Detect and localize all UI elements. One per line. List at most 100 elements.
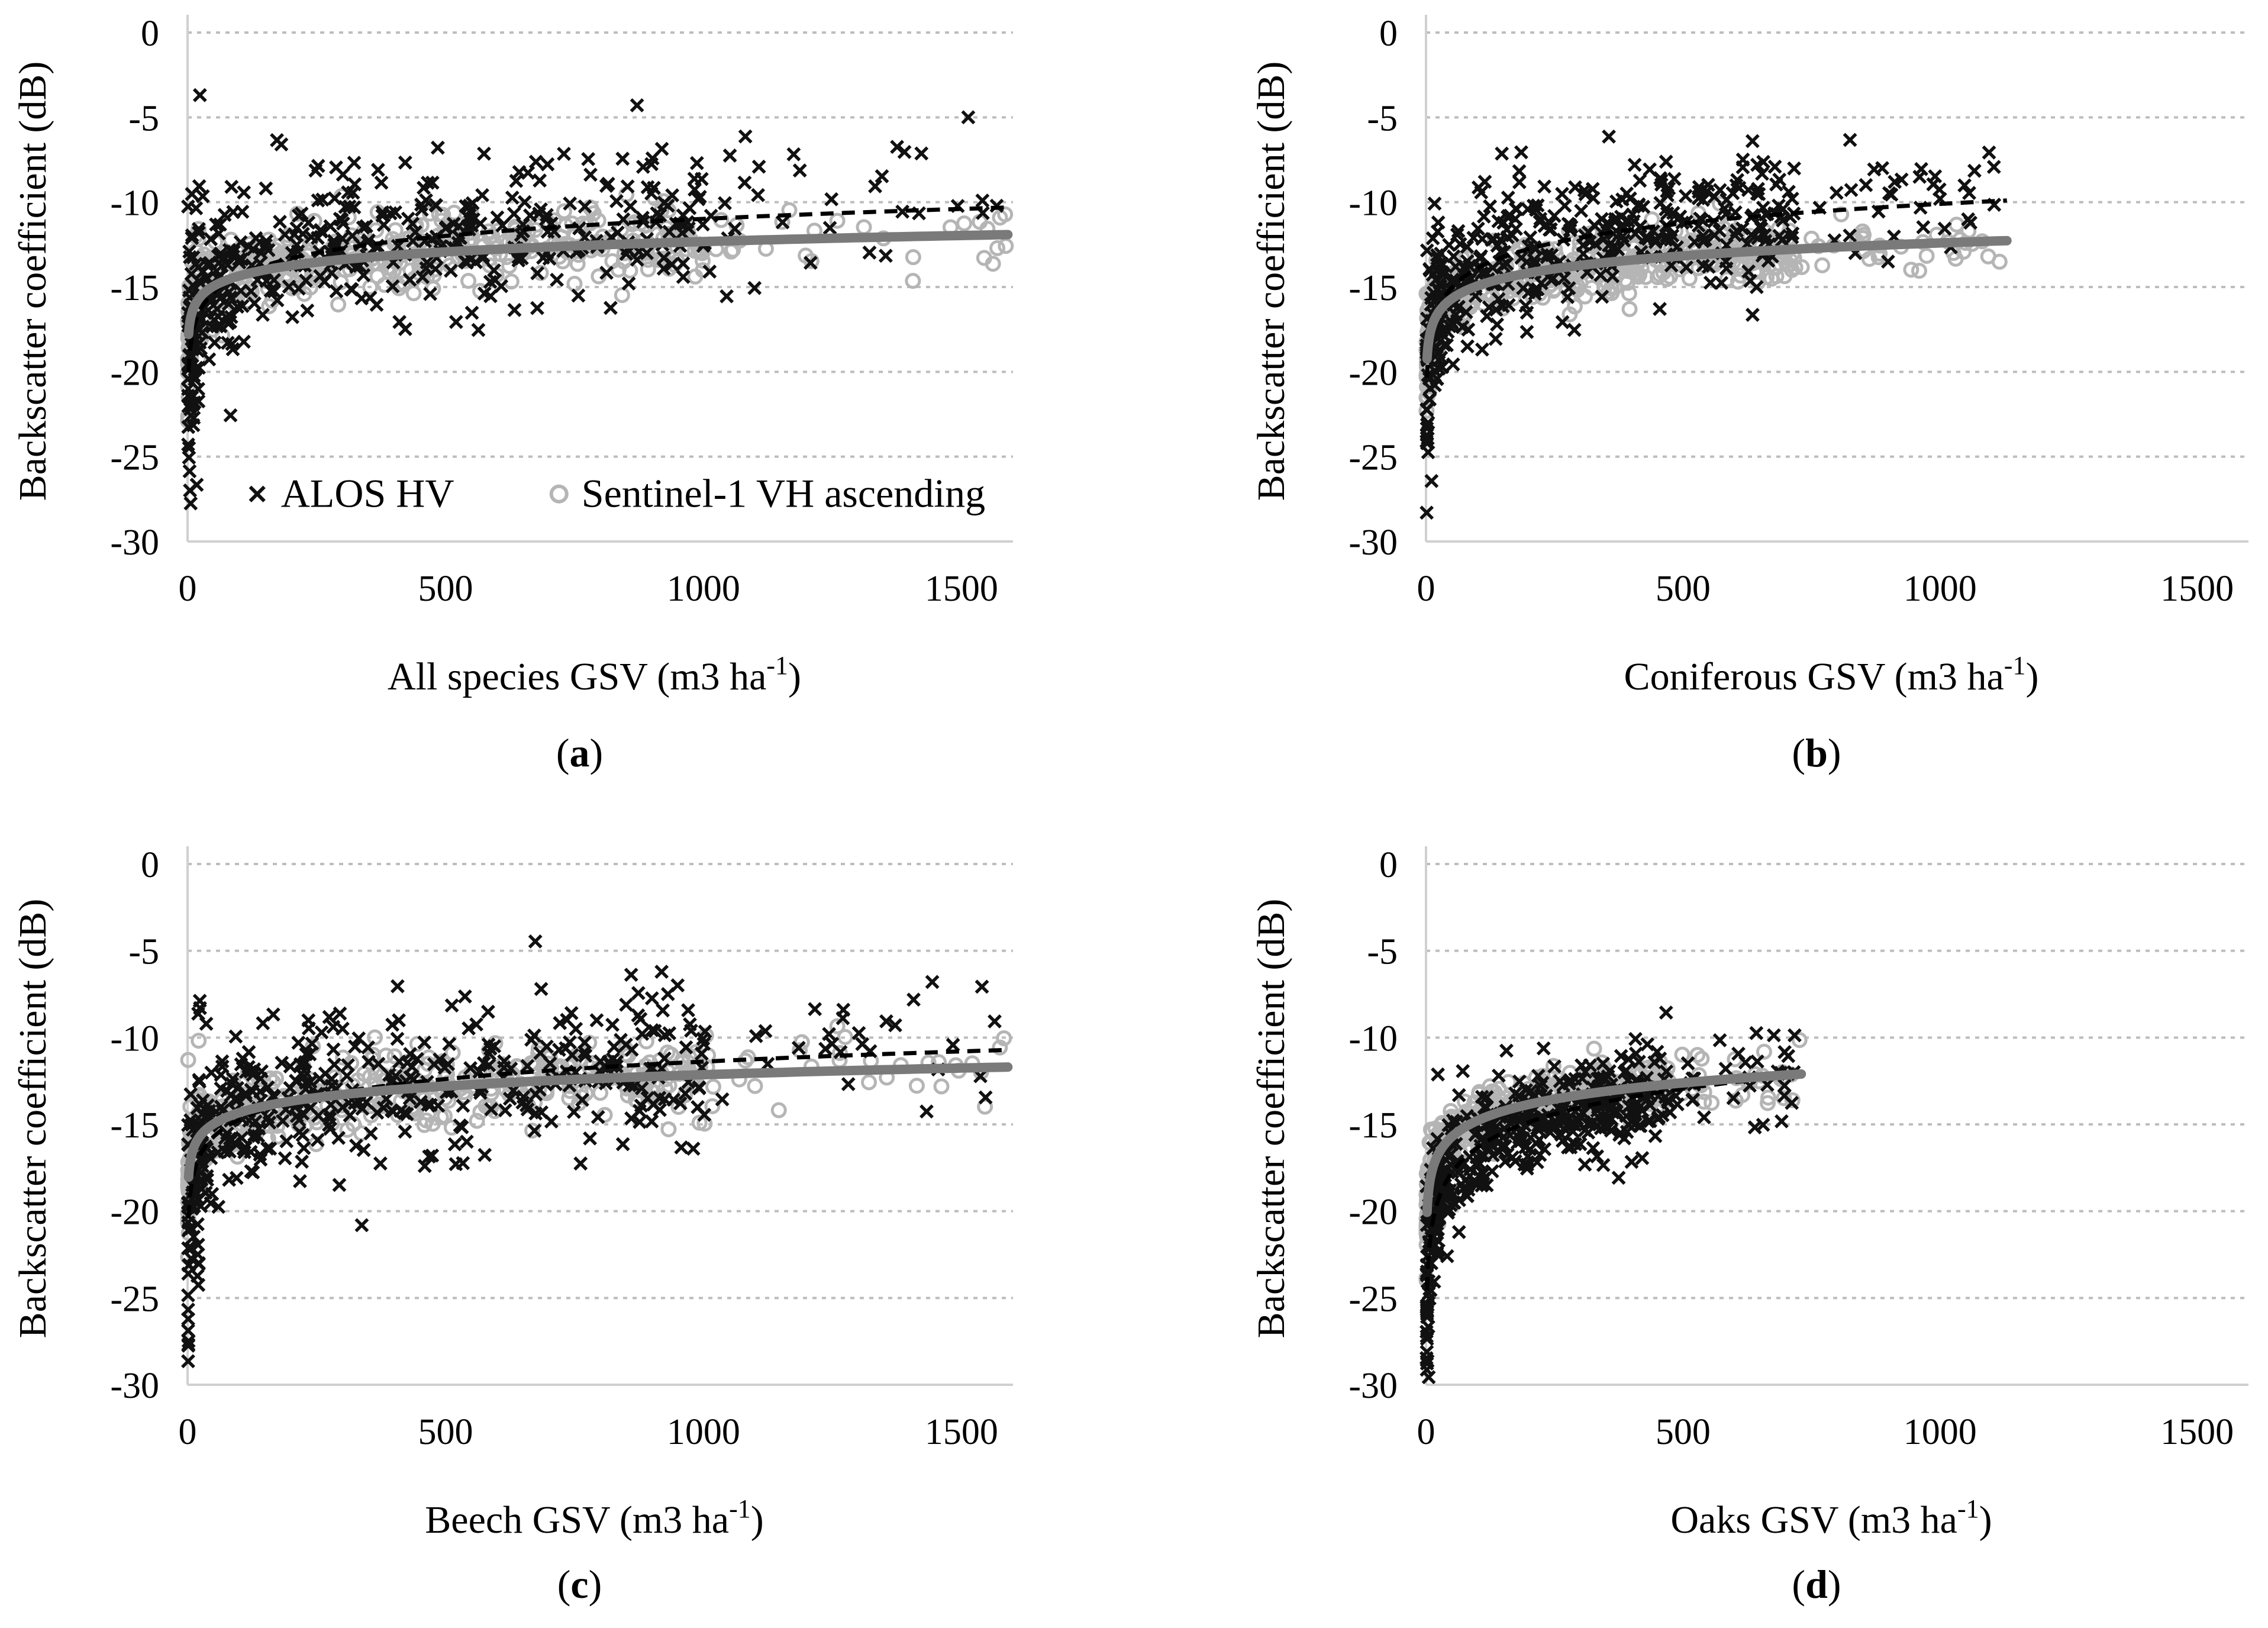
y-tick-label: -25 — [110, 438, 159, 478]
scatter-point — [349, 1139, 363, 1153]
scatter-point — [1861, 250, 1877, 267]
scatter-point — [1731, 1046, 1746, 1061]
scatter-point — [1460, 339, 1475, 354]
scatter-point — [1614, 1049, 1628, 1063]
scatter-point — [1750, 1054, 1764, 1069]
scatter-point — [298, 1082, 313, 1097]
scatter-point — [1745, 308, 1760, 322]
scatter-point — [660, 1121, 677, 1137]
scatter-point — [1755, 166, 1769, 181]
scatter-point — [344, 282, 359, 297]
scatter-point — [1521, 285, 1536, 299]
scatter-point — [679, 1040, 693, 1055]
x-tick-label: 1000 — [1904, 1412, 1977, 1452]
legend-marker-sentinel-1-vh — [549, 484, 569, 504]
scatter-point — [676, 256, 691, 271]
scatter-point — [1751, 182, 1765, 196]
scatter-point — [695, 253, 711, 269]
scatter-point — [1431, 1067, 1446, 1082]
scatter-point — [1663, 1105, 1677, 1120]
scatter-point — [1496, 258, 1511, 273]
scatter-point — [1777, 1045, 1792, 1059]
scatter-point — [559, 1041, 573, 1056]
scatter-point — [462, 1021, 476, 1036]
scatter-point — [447, 1137, 462, 1152]
scatter-point — [310, 1133, 325, 1147]
scatter-point — [191, 1256, 206, 1271]
scatter-point — [1567, 323, 1582, 337]
scatter-point — [363, 291, 378, 305]
scatter-point — [483, 275, 498, 289]
y-tick-label: 0 — [1379, 845, 1398, 885]
scatter-point — [192, 1074, 207, 1089]
scatter-point — [791, 1040, 806, 1055]
scatter-point — [1775, 233, 1789, 247]
scatter-point — [527, 1028, 541, 1043]
scatter-point — [224, 179, 239, 194]
scatter-point — [528, 154, 543, 169]
scatter-point — [1635, 1103, 1650, 1118]
scatter-point — [1621, 301, 1638, 317]
scatter-point — [1557, 198, 1572, 213]
scatter-point — [1704, 1095, 1720, 1111]
scatter-point — [351, 1031, 366, 1046]
scatter-point — [1514, 145, 1528, 160]
scatter-point — [1644, 211, 1660, 228]
scatter-point — [692, 1080, 706, 1095]
scatter-point — [215, 1054, 230, 1069]
scatter-point — [1674, 1046, 1690, 1063]
scatter-point — [578, 199, 592, 214]
scatter-point — [997, 206, 1014, 223]
scatter-point — [635, 1027, 650, 1041]
scatter-point — [1717, 201, 1732, 216]
scatter-point — [1712, 1033, 1727, 1047]
scatter-point — [1485, 233, 1499, 247]
scatter-point — [273, 214, 287, 229]
scatter-point — [610, 262, 627, 278]
scatter-point — [1651, 1110, 1666, 1124]
scatter-point — [191, 1217, 205, 1232]
scatter-point — [335, 1049, 351, 1066]
scatter-point — [1553, 1074, 1567, 1088]
scatter-point — [498, 1103, 512, 1118]
chart-panel-c: 0 -5 -10 -15 -20 -25 -30 0 500 1000 1500 Backscatte… — [11, 845, 1013, 1607]
scatter-point — [180, 1118, 195, 1133]
scatter-point — [405, 217, 420, 231]
scatter-point — [230, 299, 245, 314]
scatter-point — [1586, 1141, 1601, 1156]
scatter-point — [424, 1116, 441, 1132]
scatter-point — [822, 1027, 837, 1042]
scatter-point — [1633, 1118, 1648, 1133]
scatter-point — [1547, 1059, 1562, 1074]
scatter-point — [214, 1100, 228, 1114]
scatter-point — [487, 263, 501, 278]
scatter-point — [793, 1034, 810, 1050]
scatter-point — [1523, 1130, 1538, 1145]
scatter-point — [1611, 242, 1625, 257]
scatter-point — [211, 1200, 226, 1214]
scatter-point — [879, 1014, 893, 1029]
scatter-point — [386, 1048, 403, 1065]
x-tick-label: 0 — [179, 1412, 197, 1452]
scatter-point — [1575, 1058, 1589, 1073]
scatter-point — [1567, 1118, 1582, 1133]
scatter-point — [620, 179, 635, 194]
scatter-point — [1446, 249, 1461, 264]
scatter-point — [946, 1037, 960, 1052]
scatter-point — [978, 1090, 993, 1105]
scatter-point — [469, 1017, 483, 1032]
scatter-point — [538, 212, 553, 227]
scatter-point — [1427, 196, 1442, 211]
scatter-point — [1880, 254, 1895, 269]
scatter-point — [1470, 221, 1485, 236]
scatter-point — [430, 140, 445, 155]
scatter-point — [571, 288, 586, 303]
scatter-point — [1524, 1084, 1538, 1098]
x-axis-title: Beech GSV (m3 ha-1) — [425, 1494, 764, 1542]
y-tick-label: -10 — [110, 1018, 159, 1059]
scatter-point — [933, 1078, 950, 1095]
scatter-point — [181, 437, 195, 452]
scatter-point — [1697, 1110, 1711, 1125]
scatter-point — [1912, 169, 1927, 184]
scatter-point — [976, 250, 992, 266]
